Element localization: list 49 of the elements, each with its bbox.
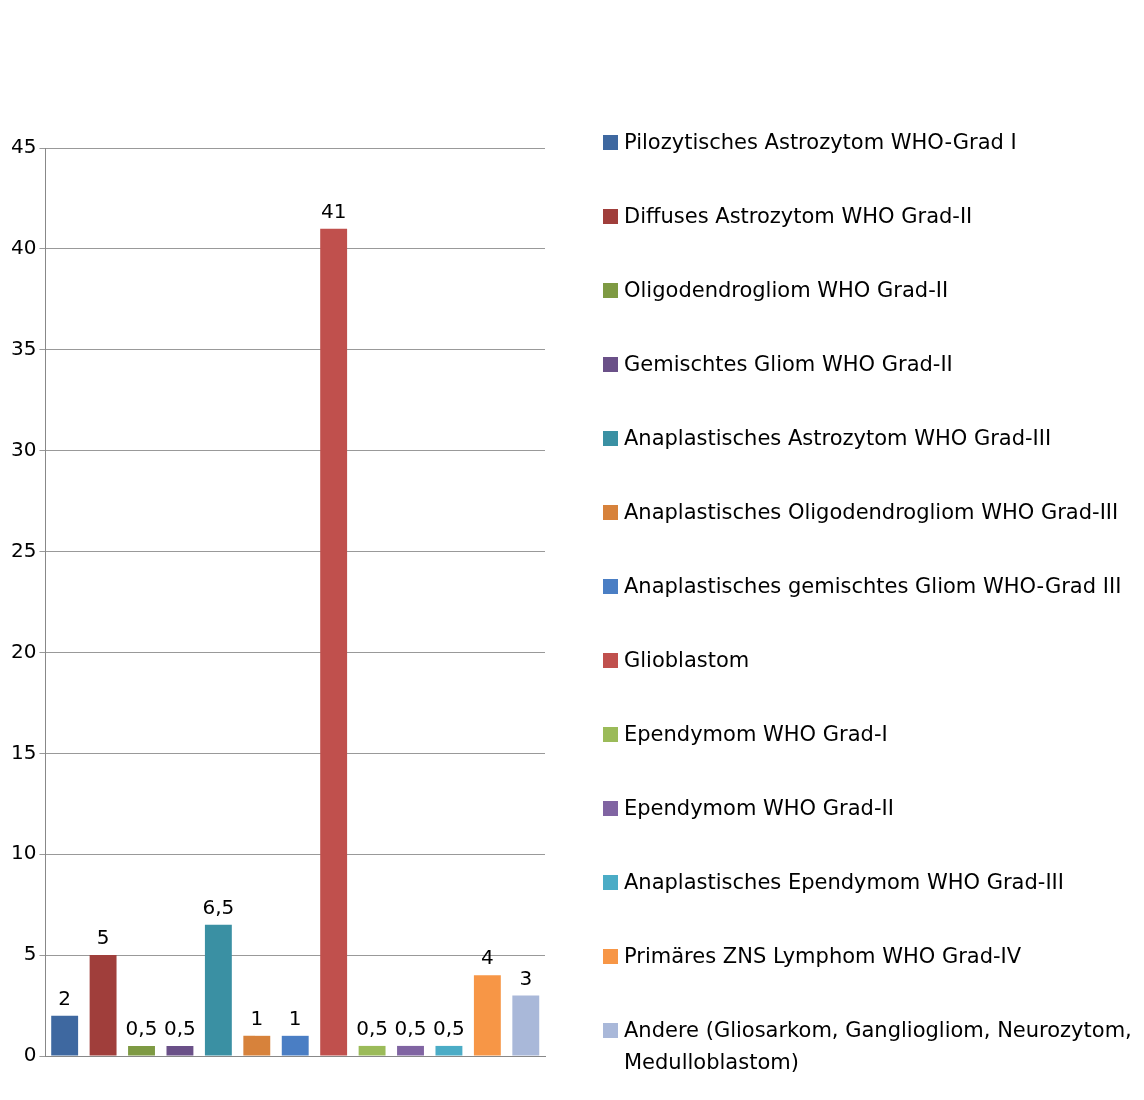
y-tick-label: 40 <box>11 235 37 260</box>
bar <box>281 1035 309 1056</box>
y-tick-label: 45 <box>11 134 37 159</box>
bar <box>166 1045 194 1056</box>
data-label: 0,5 <box>125 1016 158 1041</box>
data-label: 1 <box>288 1006 302 1031</box>
bar <box>358 1045 386 1056</box>
bar <box>473 975 501 1056</box>
legend-label: Diffuses Astrozytom WHO Grad-II <box>624 203 973 230</box>
bar <box>320 228 348 1056</box>
legend-label: Anaplastisches gemischtes Gliom WHO-Grad III <box>624 573 1122 600</box>
y-tick-label: 15 <box>11 739 37 764</box>
legend-label: Gemischtes Gliom WHO Grad-II <box>624 351 953 378</box>
bar <box>51 1015 79 1056</box>
legend-label: Anaplastisches Astrozytom WHO Grad-III <box>624 425 1052 452</box>
legend-label: Ependymom WHO Grad-II <box>624 795 894 822</box>
bar <box>397 1045 424 1056</box>
data-label: 0,5 <box>394 1016 427 1041</box>
data-label: 0,5 <box>433 1016 465 1041</box>
legend-label: Primäres ZNS Lymphom WHO Grad-IV <box>624 943 1022 970</box>
legend-label: Anaplastisches Oligodendrogliom WHO Grad-III <box>624 499 1119 526</box>
y-tick-label: 0 <box>23 1042 37 1067</box>
data-label: 1 <box>250 1006 264 1031</box>
legend-label: Glioblastom <box>624 647 750 674</box>
data-label: 0,5 <box>164 1016 196 1041</box>
data-label: 5 <box>96 925 110 950</box>
data-label: 41 <box>320 198 347 223</box>
data-label: 2 <box>58 985 72 1010</box>
y-tick-label: 20 <box>11 638 37 663</box>
legend-label: Ependymom WHO Grad-I <box>624 721 888 748</box>
legend-label: Oligodendrogliom WHO Grad-II <box>624 277 949 304</box>
y-tick-label: 25 <box>11 537 37 562</box>
legend-label: Pilozytisches Astrozytom WHO-Grad I <box>624 129 1017 156</box>
bar <box>435 1045 463 1056</box>
data-label: 6,5 <box>202 895 235 920</box>
data-label: 3 <box>519 965 533 990</box>
bar <box>89 955 117 1056</box>
y-tick-label: 5 <box>23 941 37 966</box>
bar <box>204 924 232 1056</box>
y-tick-label: 30 <box>11 436 37 461</box>
legend-label: Andere (Gliosarkom, Gangliogliom, Neurozytom, Medulloblastom) <box>624 1017 1133 1076</box>
y-tick-label: 35 <box>11 335 37 360</box>
y-tick-label: 10 <box>11 840 37 865</box>
bar <box>128 1045 155 1056</box>
data-label: 4 <box>480 945 494 970</box>
bar <box>512 995 540 1056</box>
bar <box>243 1035 271 1056</box>
data-label: 0,5 <box>356 1016 388 1041</box>
legend-label: Anaplastisches Ependymom WHO Grad-III <box>624 869 1064 896</box>
